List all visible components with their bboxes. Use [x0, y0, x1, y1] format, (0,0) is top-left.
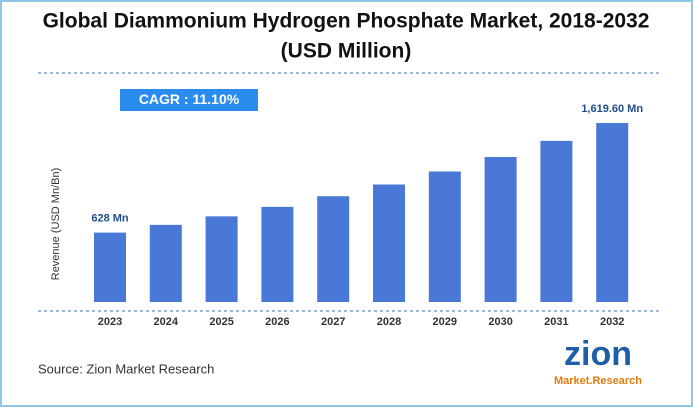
x-tick-label: 2030 [488, 316, 512, 328]
x-tick-label: 2025 [209, 316, 233, 328]
x-tick-label: 2032 [600, 316, 624, 328]
cagr-label: CAGR : 11.10% [139, 91, 240, 107]
bar [317, 196, 350, 302]
bar [205, 216, 238, 302]
bar [484, 156, 517, 302]
bar [373, 184, 405, 302]
x-tick-label: 2027 [321, 316, 345, 328]
logo-text: zion [564, 335, 632, 373]
chart-title: (USD Million) [281, 40, 412, 63]
bar [94, 232, 126, 302]
source: Source: Zion Market Research [38, 361, 214, 376]
bar [261, 206, 294, 302]
logo-subtext: Market.Research [554, 375, 642, 387]
value-label: 628 Mn [91, 212, 129, 224]
x-tick-label: 2026 [265, 316, 289, 328]
x-tick-label: 2031 [544, 316, 568, 328]
bar [428, 171, 461, 302]
x-tick-label: 2028 [377, 316, 401, 328]
bar [540, 140, 573, 302]
x-tick-label: 2024 [154, 316, 179, 328]
value-label: 1,619.60 Mn [581, 103, 643, 115]
bar [596, 123, 629, 302]
cagr-box [120, 89, 258, 111]
chart-title: Global Diammonium Hydrogen Phosphate Mar… [43, 10, 650, 33]
y-axis-label: Revenue (USD Mn/Bn) [50, 168, 62, 281]
bar [149, 224, 182, 302]
x-tick-label: 2029 [433, 316, 457, 328]
x-tick-label: 2023 [98, 316, 122, 328]
